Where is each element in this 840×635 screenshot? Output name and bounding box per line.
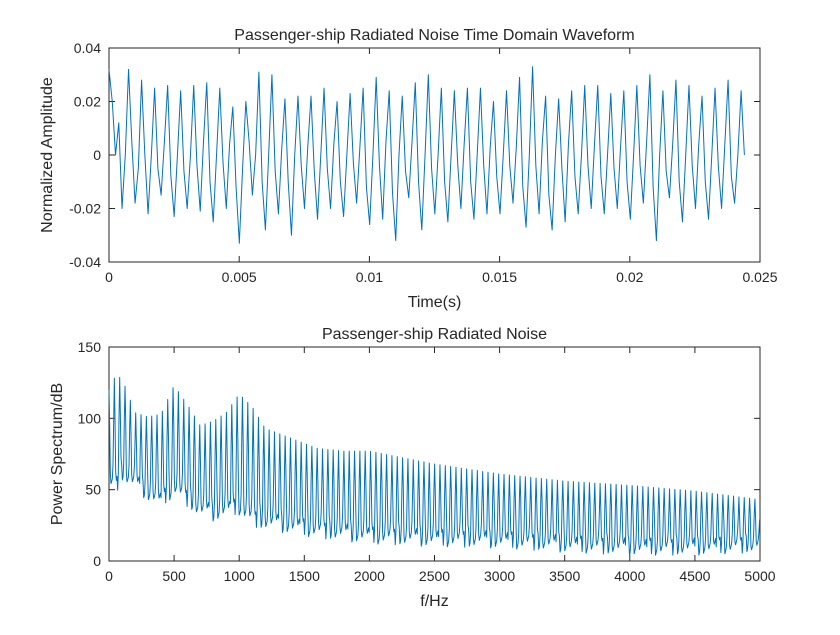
y-tick-label: 0.04: [74, 40, 101, 56]
chart-title: Passenger-ship Radiated Noise Time Domai…: [234, 27, 634, 44]
spectrum-axes: 0 500 1000 1500 2000 2500 3000 3500 4000 4500 5000…: [49, 326, 776, 610]
x-tick-label: 3500: [549, 568, 580, 584]
x-tick-label: 0: [105, 568, 113, 584]
x-tick-label: 2000: [354, 568, 385, 584]
x-axis-label: Time(s): [408, 294, 462, 311]
x-tick-label: 2500: [419, 568, 450, 584]
y-tick-label: 0.02: [74, 94, 101, 110]
x-tick-label: 4000: [614, 568, 645, 584]
x-tick-label: 500: [162, 568, 186, 584]
y-tick-label: -0.04: [69, 254, 101, 270]
x-tick-label: 1500: [289, 568, 320, 584]
x-tick-label: 0.02: [616, 269, 643, 285]
y-tick-label: 0: [93, 147, 101, 163]
plot-area: [108, 346, 761, 562]
x-tick-label: 0: [105, 269, 113, 285]
chart-title: Passenger-ship Radiated Noise: [322, 326, 547, 343]
x-tick-label: 4500: [679, 568, 710, 584]
x-tick-label: 0.015: [482, 269, 517, 285]
y-tick-label: 150: [78, 339, 102, 355]
waveform-line: [108, 66, 745, 244]
x-tick-label: 3000: [484, 568, 515, 584]
y-tick-label: 50: [85, 482, 101, 498]
plot-area: [108, 47, 761, 263]
y-axis-label: Power Spectrum/dB: [49, 383, 66, 525]
y-tick-label: -0.02: [69, 201, 101, 217]
x-tick-label: 0.01: [356, 269, 383, 285]
x-tick-label: 5000: [744, 568, 775, 584]
spectrum-line: [108, 376, 761, 556]
x-tick-label: 1000: [224, 568, 255, 584]
time-domain-axes: 0 0.005 0.01 0.015 0.02 0.025 -0.04 -0.02 0 0.02 0…: [39, 27, 778, 311]
x-axis-label: f/Hz: [420, 593, 448, 610]
y-tick-label: 100: [78, 410, 102, 426]
x-tick-label: 0.005: [222, 269, 257, 285]
y-axis-label: Normalized Amplitude: [39, 77, 56, 233]
y-tick-label: 0: [93, 553, 101, 569]
x-tick-label: 0.025: [742, 269, 777, 285]
